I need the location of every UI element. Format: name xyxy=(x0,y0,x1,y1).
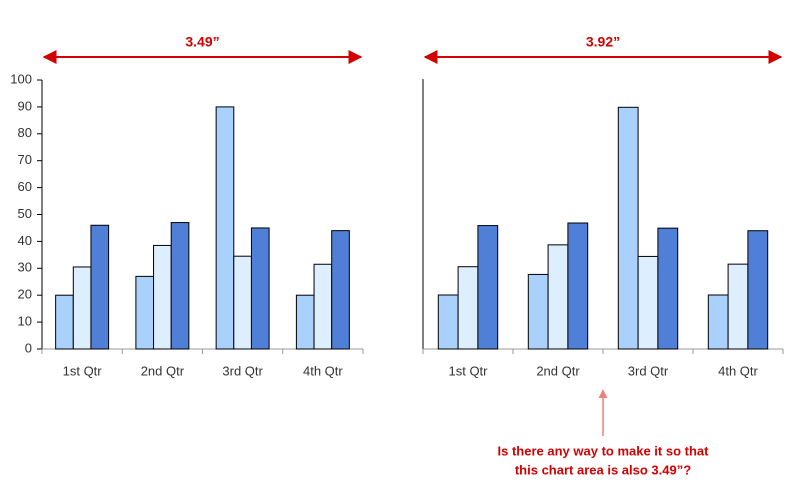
y-tick-label: 50 xyxy=(18,206,32,221)
bar xyxy=(727,263,749,350)
x-tick-label: 2nd Qtr xyxy=(536,363,580,378)
y-tick-label: 40 xyxy=(18,233,32,248)
bar xyxy=(617,106,639,350)
bar xyxy=(547,244,569,350)
y-tick-label: 100 xyxy=(10,71,32,86)
x-tick-label: 1st Qtr xyxy=(63,363,103,378)
bar xyxy=(170,222,190,350)
x-tick-label: 3rd Qtr xyxy=(222,363,263,378)
x-tick-label: 2nd Qtr xyxy=(141,363,185,378)
label-bg xyxy=(577,34,629,52)
x-tick-label: 4th Qtr xyxy=(718,363,758,378)
width-label: 3.49” xyxy=(185,34,219,50)
bar xyxy=(250,227,270,350)
bar xyxy=(527,273,549,350)
bar xyxy=(313,263,333,350)
bar xyxy=(72,266,92,350)
bar xyxy=(437,294,459,350)
bar xyxy=(477,225,499,350)
label-bg xyxy=(176,34,229,52)
x-tick-label: 1st Qtr xyxy=(448,363,488,378)
y-tick-label: 10 xyxy=(18,314,32,329)
bar xyxy=(295,294,315,350)
bar xyxy=(55,294,74,350)
bar xyxy=(233,255,252,350)
bar xyxy=(331,230,350,350)
bar xyxy=(637,255,659,350)
bar xyxy=(707,294,729,350)
y-tick-label: 80 xyxy=(18,125,32,140)
width-label: 3.92” xyxy=(586,34,620,50)
annotation: Is there any way to make it so that xyxy=(498,443,710,458)
y-tick-label: 0 xyxy=(25,340,32,355)
x-tick-label: 3rd Qtr xyxy=(628,363,669,378)
x-tick-label: 4th Qtr xyxy=(303,363,343,378)
y-tick-label: 70 xyxy=(18,152,32,167)
bar xyxy=(90,224,110,350)
bar xyxy=(657,227,679,350)
bar xyxy=(153,244,172,350)
y-tick-label: 90 xyxy=(18,98,32,113)
y-tick-label: 30 xyxy=(18,260,32,275)
bar xyxy=(567,222,589,350)
bar xyxy=(135,275,155,350)
bar xyxy=(457,266,479,350)
bar xyxy=(747,230,769,350)
y-tick-label: 60 xyxy=(18,179,32,194)
bar xyxy=(215,106,235,350)
y-tick-label: 20 xyxy=(18,287,32,302)
annotation: this chart area is also 3.49”? xyxy=(515,462,691,477)
